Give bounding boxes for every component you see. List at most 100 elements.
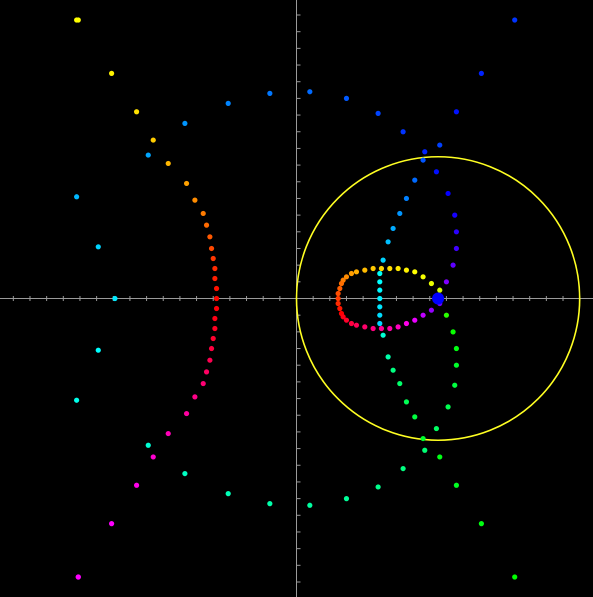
inner-spine-point (420, 157, 426, 163)
inner-spine-point (397, 210, 403, 217)
inner-limacon-point (387, 265, 393, 272)
inner-spine-point (390, 225, 396, 232)
inner-limacon-point (428, 307, 435, 313)
inner-limacon-point (420, 274, 426, 280)
inner-limacon-point (420, 312, 426, 318)
outer-hyperbola-point (200, 380, 206, 387)
outer-ellipse-point (433, 169, 440, 175)
outer-hyperbola-point (212, 275, 218, 282)
outer-hyperbola-point (109, 521, 115, 527)
inner-limacon-point (343, 274, 350, 280)
inner-spine-point (403, 195, 410, 202)
outer-ellipse-point (267, 501, 273, 507)
inner-limacon-point (343, 317, 350, 323)
inner-spine-point (412, 414, 418, 420)
outer-ellipse-point (343, 496, 350, 502)
outer-hyperbola-point (213, 285, 220, 292)
inner-limacon-point (353, 322, 360, 328)
inner-spine-point (377, 312, 383, 318)
inner-limacon-point (362, 267, 368, 273)
inner-limacon-point (335, 290, 341, 297)
outer-hyperbola-point (207, 357, 213, 363)
inner-limacon-point (403, 267, 410, 273)
outer-hyperbola-point (133, 109, 140, 115)
inner-spine-point (377, 287, 383, 293)
inner-limacon-point (378, 325, 385, 332)
corner-arms-point (74, 17, 80, 23)
outer-ellipse-point (267, 90, 273, 96)
inner-limacon-point (337, 305, 343, 312)
outer-hyperbola-point (213, 305, 220, 312)
corner-arms-point (453, 109, 460, 115)
inner-spine-point (377, 279, 383, 285)
directrix-circle (295, 155, 581, 442)
inner-spine-point (380, 257, 386, 263)
outer-ellipse-point (453, 229, 460, 235)
inner-limacon-point (387, 325, 393, 332)
inner-limacon-point (335, 300, 341, 307)
inner-limacon-point (337, 285, 343, 292)
outer-ellipse-point (307, 502, 313, 508)
inner-spine-point (420, 435, 426, 442)
outer-ellipse-point (182, 470, 188, 477)
inner-spine-point (437, 142, 443, 148)
inner-limacon-point (340, 314, 346, 320)
outer-ellipse-point (445, 404, 451, 410)
outer-hyperbola-point (183, 180, 190, 187)
inner-spine-point (377, 295, 383, 302)
outer-ellipse-point (453, 362, 460, 368)
outer-hyperbola-point (192, 197, 198, 203)
inner-spine-point (377, 304, 383, 310)
inner-spine-point (377, 320, 383, 327)
corner-arms-point (478, 521, 484, 527)
outer-hyperbola-point (203, 369, 210, 375)
outer-ellipse-point (375, 110, 381, 116)
outer-ellipse-point (375, 484, 381, 490)
inner-spine-point (412, 177, 418, 183)
curves (295, 155, 581, 442)
inner-limacon-point (428, 280, 435, 287)
outer-hyperbola-point (133, 482, 140, 488)
outer-ellipse-point (452, 212, 458, 218)
outer-ellipse-point (443, 312, 450, 318)
inner-limacon-point (395, 324, 401, 330)
focus-point (432, 292, 445, 305)
outer-ellipse-point (400, 129, 406, 135)
outer-hyperbola-point (212, 265, 218, 272)
inner-limacon-point (338, 280, 345, 287)
inner-limacon-point (403, 320, 410, 327)
inner-spine-point (377, 270, 383, 277)
outer-ellipse-point (145, 152, 151, 158)
inner-limacon-point (362, 324, 368, 330)
outer-ellipse-point (74, 397, 80, 403)
outer-ellipse-point (453, 245, 460, 252)
inner-spine-point (397, 380, 403, 387)
outer-ellipse-point (445, 190, 451, 197)
outer-hyperbola-point (212, 315, 218, 322)
corner-arms-point (453, 482, 460, 488)
corner-arms-point (512, 17, 518, 23)
outer-ellipse-point (225, 491, 231, 497)
inner-limacon-point (378, 265, 385, 272)
outer-ellipse-point (307, 89, 313, 95)
outer-ellipse-point (422, 447, 428, 453)
outer-ellipse-point (225, 100, 231, 106)
corner-arms-point (75, 574, 81, 580)
outer-hyperbola-point (210, 255, 216, 262)
outer-ellipse-point (453, 345, 460, 352)
outer-ellipse-point (95, 347, 101, 353)
inner-spine-point (385, 239, 391, 245)
inner-limacon-point (395, 265, 401, 272)
inner-limacon-point (353, 269, 360, 275)
outer-hyperbola-point (165, 430, 171, 437)
outer-ellipse-point (112, 295, 118, 302)
outer-hyperbola-point (210, 335, 216, 342)
outer-ellipse-point (422, 149, 428, 155)
inner-limacon-point (348, 320, 355, 327)
inner-limacon-point (348, 270, 355, 277)
inner-limacon-point (412, 269, 418, 275)
outer-ellipse-point (450, 262, 456, 268)
dots (74, 17, 518, 580)
inner-spine-point (437, 454, 443, 460)
